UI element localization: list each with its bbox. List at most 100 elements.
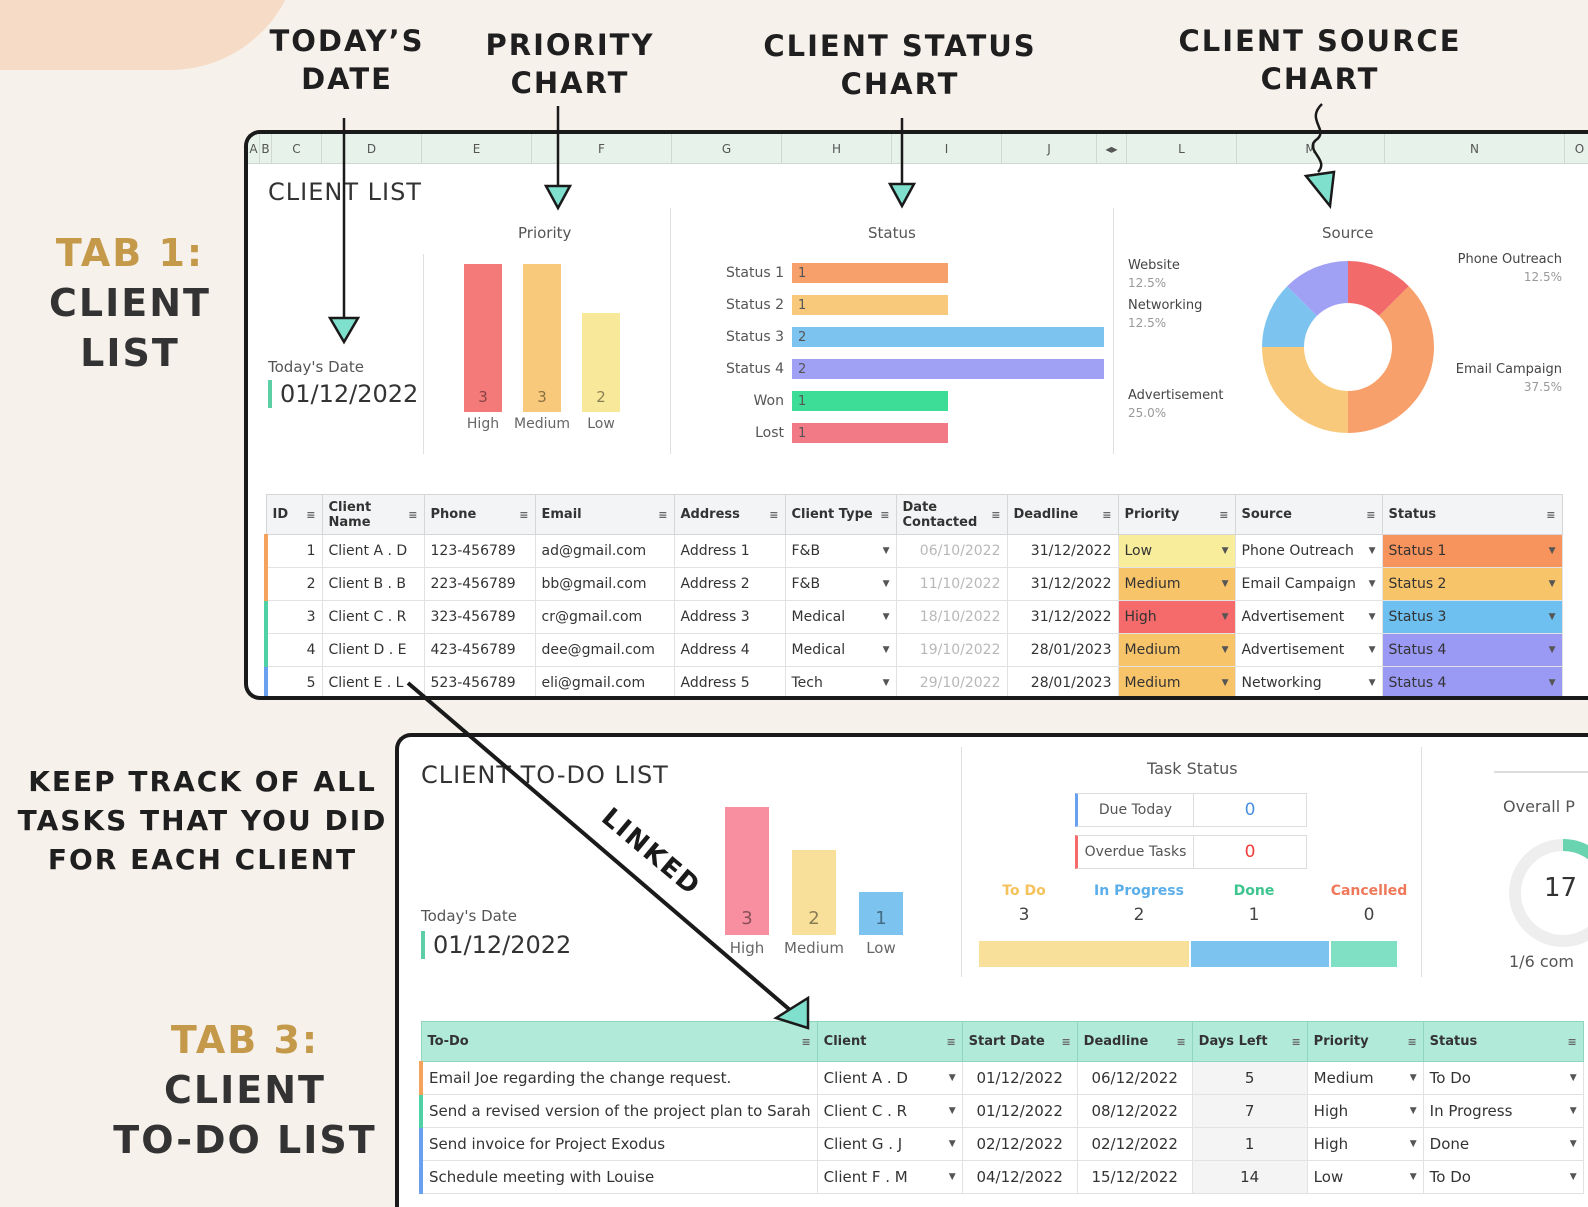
dropdown-arrow-icon[interactable]: ▼ (1409, 1139, 1417, 1149)
col-j[interactable]: J (1002, 134, 1097, 163)
todo-column-header[interactable]: To-Do ≡ (420, 1021, 818, 1062)
cell-email[interactable]: cr@gmail.com (534, 600, 675, 634)
cell-client[interactable]: Client C . R ▼ (816, 1094, 963, 1128)
dropdown-arrow-icon[interactable]: ▼ (948, 1139, 956, 1149)
filter-icon[interactable]: ≡ (1176, 1035, 1186, 1048)
todo-column-header[interactable]: Client ≡ (816, 1021, 963, 1062)
dropdown-arrow-icon[interactable]: ▼ (882, 546, 890, 556)
cell-deadline[interactable]: 28/01/2023 (1006, 633, 1119, 667)
cell-days-left[interactable]: 5 (1191, 1061, 1308, 1095)
dropdown-arrow-icon[interactable]: ▼ (1409, 1172, 1417, 1182)
cell-todo[interactable]: Send invoice for Project Exodus (418, 1127, 818, 1161)
dropdown-arrow-icon[interactable]: ▼ (1569, 1172, 1577, 1182)
column-header[interactable]: Address ≡ (673, 494, 786, 535)
cell-client-name[interactable]: Client C . R (321, 600, 425, 634)
cell-client-type[interactable]: Medical ▼ (784, 600, 897, 634)
cell-source[interactable]: Advertisement ▼ (1234, 600, 1383, 634)
dropdown-arrow-icon[interactable]: ▼ (882, 645, 890, 655)
dropdown-arrow-icon[interactable]: ▼ (1221, 546, 1229, 556)
dropdown-arrow-icon[interactable]: ▼ (1548, 645, 1556, 655)
cell-start-date[interactable]: 02/12/2022 (961, 1127, 1078, 1161)
dropdown-arrow-icon[interactable]: ▼ (1221, 678, 1229, 688)
dropdown-arrow-icon[interactable]: ▼ (948, 1073, 956, 1083)
cell-date-contacted[interactable]: 29/10/2022 (895, 666, 1008, 696)
cell-deadline[interactable]: 06/12/2022 (1076, 1061, 1193, 1095)
col-b[interactable]: B (260, 134, 272, 163)
cell-start-date[interactable]: 01/12/2022 (961, 1094, 1078, 1128)
col-a[interactable]: A (248, 134, 260, 163)
cell-address[interactable]: Address 4 (673, 633, 786, 667)
dropdown-arrow-icon[interactable]: ▼ (1409, 1106, 1417, 1116)
col-d[interactable]: D (322, 134, 422, 163)
cell-phone[interactable]: 223-456789 (423, 567, 536, 601)
filter-icon[interactable]: ≡ (408, 508, 418, 521)
cell-source[interactable]: Phone Outreach ▼ (1234, 534, 1383, 568)
cell-priority[interactable]: High ▼ (1306, 1094, 1424, 1128)
cell-phone[interactable]: 423-456789 (423, 633, 536, 667)
cell-days-left[interactable]: 1 (1191, 1127, 1308, 1161)
dropdown-arrow-icon[interactable]: ▼ (1221, 612, 1229, 622)
dropdown-arrow-icon[interactable]: ▼ (1569, 1106, 1577, 1116)
cell-start-date[interactable]: 01/12/2022 (961, 1061, 1078, 1095)
dropdown-arrow-icon[interactable]: ▼ (1548, 678, 1556, 688)
cell-priority[interactable]: Medium ▼ (1117, 666, 1236, 696)
filter-icon[interactable]: ≡ (769, 508, 779, 521)
col-h[interactable]: H (782, 134, 892, 163)
cell-address[interactable]: Address 2 (673, 567, 786, 601)
col-c[interactable]: C (272, 134, 322, 163)
filter-icon[interactable]: ≡ (1546, 508, 1556, 521)
cell-date-contacted[interactable]: 06/10/2022 (895, 534, 1008, 568)
cell-priority[interactable]: Low ▼ (1117, 534, 1236, 568)
dropdown-arrow-icon[interactable]: ▼ (1368, 612, 1376, 622)
cell-client-name[interactable]: Client E . L (321, 666, 425, 696)
dropdown-arrow-icon[interactable]: ▼ (882, 612, 890, 622)
dropdown-arrow-icon[interactable]: ▼ (948, 1172, 956, 1182)
col-g[interactable]: G (672, 134, 782, 163)
col-n[interactable]: N (1385, 134, 1565, 163)
filter-icon[interactable]: ≡ (1407, 1035, 1417, 1048)
col-o[interactable]: O (1565, 134, 1588, 163)
dropdown-arrow-icon[interactable]: ▼ (1368, 546, 1376, 556)
dropdown-arrow-icon[interactable]: ▼ (1569, 1139, 1577, 1149)
filter-icon[interactable]: ≡ (1219, 508, 1229, 521)
column-header[interactable]: Client Name ≡ (321, 494, 425, 535)
column-header[interactable]: Priority ≡ (1117, 494, 1236, 535)
cell-email[interactable]: bb@gmail.com (534, 567, 675, 601)
cell-client-name[interactable]: Client D . E (321, 633, 425, 667)
cell-status[interactable]: To Do ▼ (1422, 1061, 1584, 1095)
filter-icon[interactable]: ≡ (519, 508, 529, 521)
filter-icon[interactable]: ≡ (880, 508, 890, 521)
cell-client[interactable]: Client A . D ▼ (816, 1061, 963, 1095)
column-header[interactable]: Status ≡ (1381, 494, 1563, 535)
dropdown-arrow-icon[interactable]: ▼ (882, 678, 890, 688)
todays-date-value[interactable]: 01/12/2022 (268, 380, 418, 408)
column-header[interactable]: Client Type ≡ (784, 494, 897, 535)
filter-icon[interactable]: ≡ (1366, 508, 1376, 521)
filter-icon[interactable]: ≡ (658, 508, 668, 521)
filter-icon[interactable]: ≡ (1102, 508, 1112, 521)
column-header[interactable]: ID ≡ (265, 494, 323, 535)
cell-phone[interactable]: 523-456789 (423, 666, 536, 696)
cell-phone[interactable]: 323-456789 (423, 600, 536, 634)
filter-icon[interactable]: ≡ (1291, 1035, 1301, 1048)
cell-client-type[interactable]: Medical ▼ (784, 633, 897, 667)
dropdown-arrow-icon[interactable]: ▼ (1548, 546, 1556, 556)
cell-id[interactable]: 3 (264, 600, 323, 634)
cell-client-type[interactable]: F&B ▼ (784, 567, 897, 601)
cell-todo[interactable]: Send a revised version of the project pl… (418, 1094, 818, 1128)
column-header[interactable]: Deadline ≡ (1006, 494, 1119, 535)
cell-address[interactable]: Address 3 (673, 600, 786, 634)
cell-priority[interactable]: Low ▼ (1306, 1160, 1424, 1194)
cell-status[interactable]: Status 2 ▼ (1381, 567, 1563, 601)
cell-priority[interactable]: Medium ▼ (1306, 1061, 1424, 1095)
cell-deadline[interactable]: 08/12/2022 (1076, 1094, 1193, 1128)
todo-column-header[interactable]: Status ≡ (1422, 1021, 1584, 1062)
cell-address[interactable]: Address 5 (673, 666, 786, 696)
cell-id[interactable]: 2 (264, 567, 323, 601)
cell-days-left[interactable]: 7 (1191, 1094, 1308, 1128)
column-header[interactable]: Source ≡ (1234, 494, 1383, 535)
cell-deadline[interactable]: 31/12/2022 (1006, 567, 1119, 601)
filter-icon[interactable]: ≡ (1567, 1035, 1577, 1048)
cell-source[interactable]: Email Campaign ▼ (1234, 567, 1383, 601)
cell-deadline[interactable]: 31/12/2022 (1006, 600, 1119, 634)
